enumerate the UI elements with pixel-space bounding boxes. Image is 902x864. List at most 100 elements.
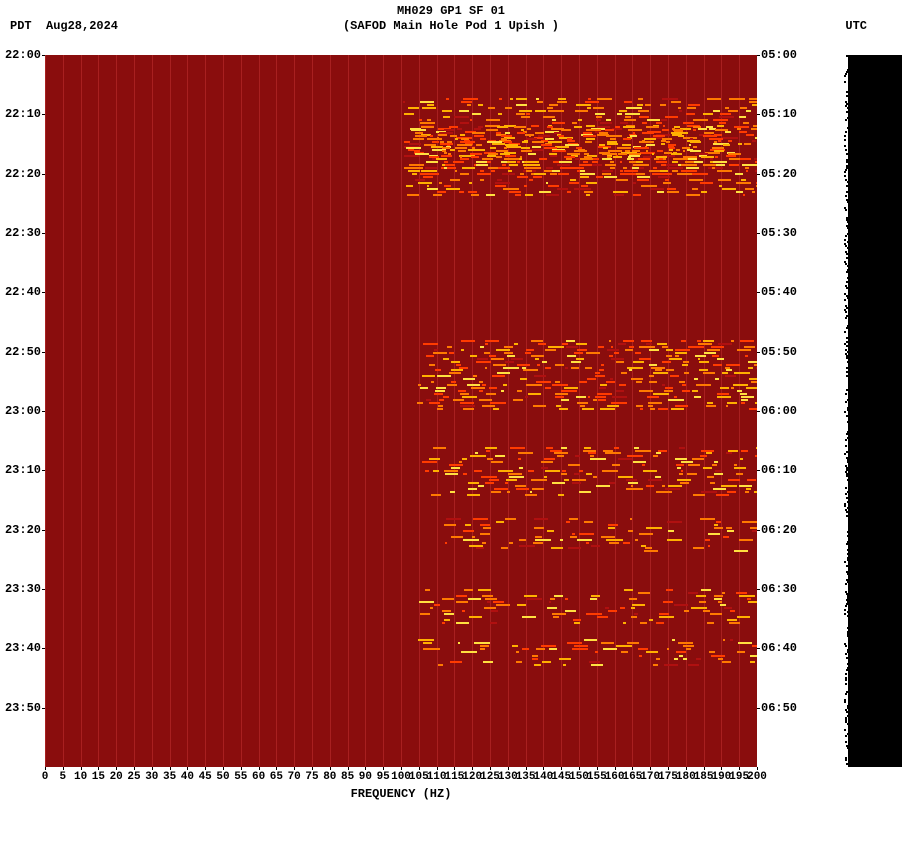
spectrogram-cell xyxy=(643,156,652,158)
spectrogram-cell xyxy=(468,488,476,490)
spectrogram-cell xyxy=(723,144,730,146)
amplitude-edge xyxy=(849,369,851,371)
spectrogram-cell xyxy=(584,639,597,641)
amplitude-edge xyxy=(845,653,847,655)
y-tick-right xyxy=(757,708,760,709)
spectrogram-cell xyxy=(559,658,571,660)
spectrogram-cell xyxy=(703,610,710,612)
spectrogram-cell xyxy=(630,518,632,520)
spectrogram-cell xyxy=(532,655,539,657)
spectrogram-cell xyxy=(533,176,542,178)
spectrogram-cell xyxy=(714,598,722,600)
spectrogram-cell xyxy=(455,170,457,172)
x-tick xyxy=(632,767,633,770)
spectrogram-cell xyxy=(479,381,484,383)
x-tick xyxy=(526,767,527,770)
spectrogram-cell xyxy=(447,144,451,146)
amplitude-edge xyxy=(850,147,852,149)
spectrogram-cell xyxy=(526,384,542,386)
spectrogram-cell xyxy=(749,378,757,380)
spectrogram-cell xyxy=(713,161,727,163)
spectrogram-cell xyxy=(572,122,578,124)
spectrogram-cell xyxy=(537,101,544,103)
x-tick xyxy=(348,767,349,770)
spectrogram-cell xyxy=(749,408,757,410)
spectrogram-cell xyxy=(516,104,527,106)
y-tick-right xyxy=(757,233,760,234)
x-tick xyxy=(419,767,420,770)
amplitude-edge xyxy=(845,119,847,121)
spectrogram-cell xyxy=(487,161,492,163)
amplitude-edge xyxy=(849,183,851,185)
spectrogram-cell xyxy=(497,372,510,374)
spectrogram-cell xyxy=(605,452,621,454)
amplitude-edge xyxy=(847,559,849,561)
spectrogram-cell xyxy=(649,381,657,383)
x-tick-label: 65 xyxy=(270,771,283,783)
spectrogram-cell xyxy=(519,545,535,547)
y-tick-label-right: 06:00 xyxy=(761,404,797,418)
spectrogram-cell xyxy=(592,161,598,163)
spectrogram-cell xyxy=(703,372,715,374)
spectrogram-cell xyxy=(671,408,684,410)
spectrogram-cell xyxy=(693,126,700,128)
spectrogram-cell xyxy=(726,452,732,454)
spectrogram-cell xyxy=(738,143,741,145)
spectrogram-cell xyxy=(534,664,541,666)
x-tick-label: 80 xyxy=(323,771,336,783)
spectrogram-cell xyxy=(633,194,641,196)
spectrogram-cell xyxy=(550,450,562,452)
spectrogram-cell xyxy=(734,372,750,374)
spectrogram-cell xyxy=(463,539,479,541)
spectrogram-cell xyxy=(748,601,757,603)
spectrogram-cell xyxy=(723,639,725,641)
spectrogram-cell xyxy=(718,601,722,603)
spectrogram-cell xyxy=(736,182,752,184)
spectrogram-cell xyxy=(656,658,659,660)
spectrogram-cell xyxy=(531,479,547,481)
spectrogram-cell xyxy=(649,619,654,621)
spectrogram-cell xyxy=(427,188,439,190)
spectrogram-cell xyxy=(474,135,484,137)
amplitude-edge xyxy=(849,335,851,337)
amplitude-edge xyxy=(849,449,851,451)
spectrogram-cell xyxy=(696,658,701,660)
spectrogram-cell xyxy=(487,458,493,460)
amplitude-edge xyxy=(847,491,849,493)
spectrogram-cell xyxy=(710,158,713,160)
spectrogram-cell xyxy=(641,340,652,342)
spectrogram-cell xyxy=(623,167,627,169)
spectrogram-cell xyxy=(737,128,742,130)
spectrogram-cell xyxy=(657,191,664,193)
spectrogram-cell xyxy=(597,616,608,618)
x-tick xyxy=(561,767,562,770)
spectrogram-cell xyxy=(495,455,505,457)
spectrogram-cell xyxy=(459,461,462,463)
gridline-v xyxy=(187,55,188,767)
amplitude-edge xyxy=(845,209,847,211)
spectrogram-cell xyxy=(665,116,678,118)
spectrogram-cell xyxy=(443,358,449,360)
spectrogram-cell xyxy=(628,530,633,532)
spectrogram-cell xyxy=(662,129,669,131)
spectrogram-cell xyxy=(550,155,557,157)
spectrogram-cell xyxy=(460,158,469,160)
spectrogram-cell xyxy=(500,153,510,155)
amplitude-edge xyxy=(845,605,847,607)
amplitude-edge xyxy=(844,299,846,301)
spectrogram-cell xyxy=(624,119,636,121)
spectrogram-cell xyxy=(516,98,527,100)
spectrogram-cell xyxy=(567,642,582,644)
spectrogram-cell xyxy=(536,381,551,383)
spectrogram-cell xyxy=(595,375,605,377)
spectrogram-cell xyxy=(441,167,456,169)
spectrogram-cell xyxy=(517,390,522,392)
spectrogram-cell xyxy=(675,352,687,354)
amplitude-edge xyxy=(849,765,851,767)
spectrogram-cell xyxy=(593,476,598,478)
amplitude-edge xyxy=(844,701,846,703)
spectrogram-cell xyxy=(726,369,731,371)
spectrogram-cell xyxy=(596,116,602,118)
spectrogram-cell xyxy=(598,346,604,348)
spectrogram-cell xyxy=(442,598,453,600)
